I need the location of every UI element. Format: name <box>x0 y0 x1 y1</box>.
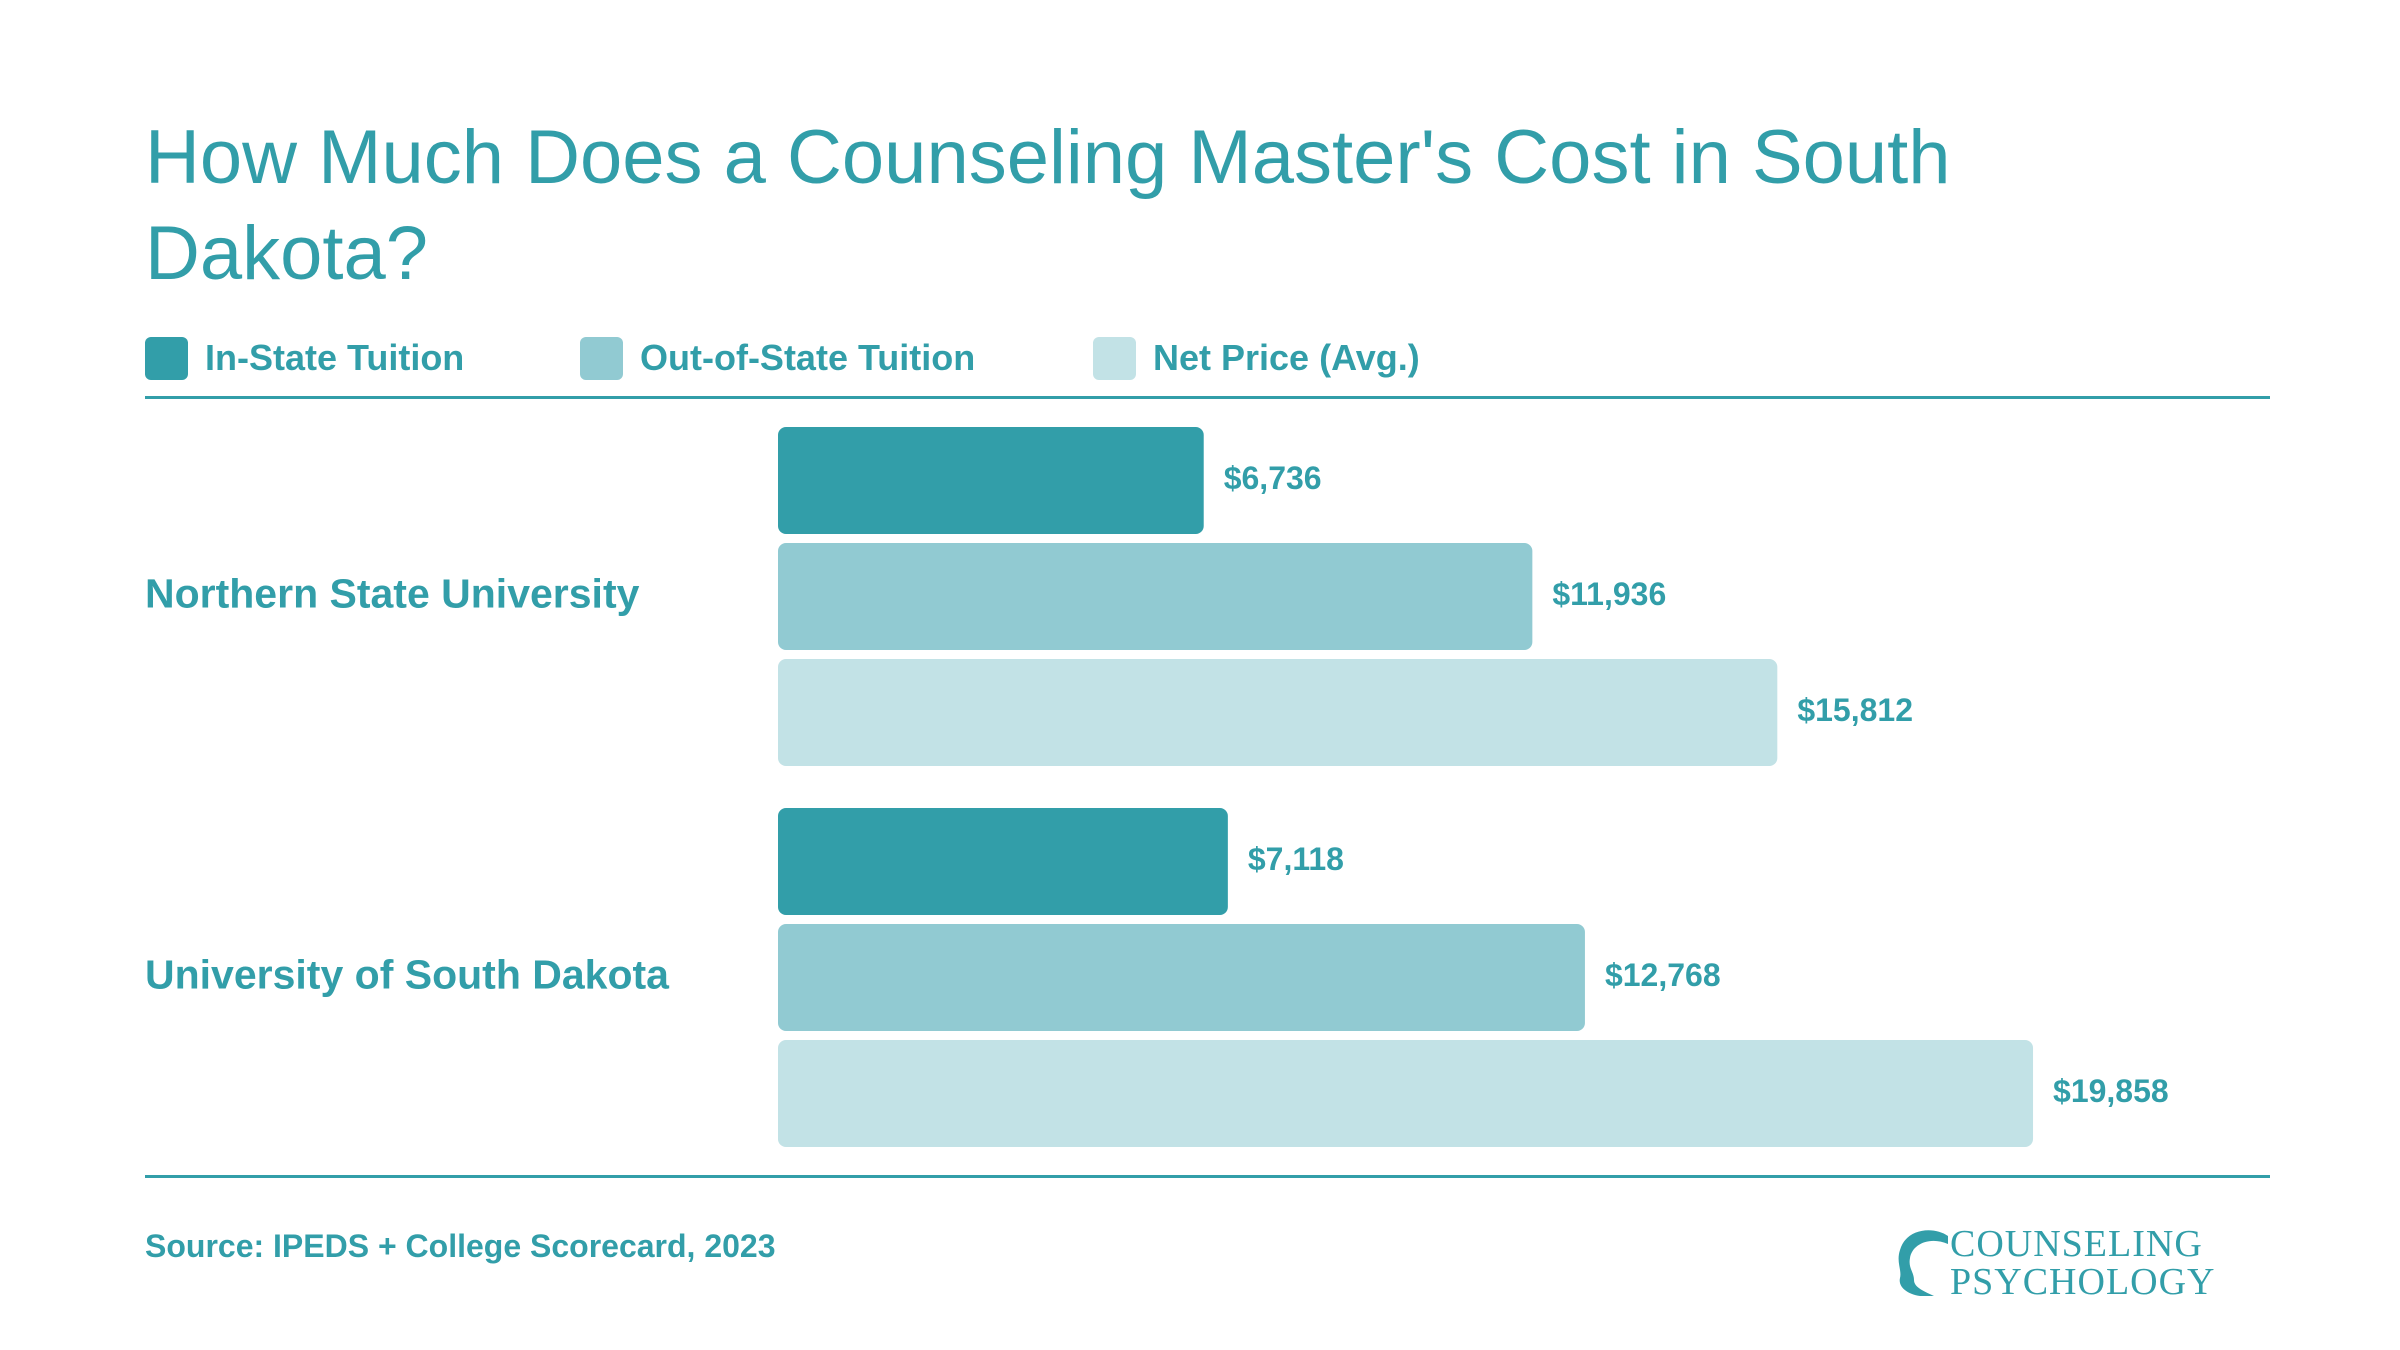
legend-item-net-price: Net Price (Avg.) <box>1093 336 1420 380</box>
category-label-university-of-south-dakota: University of South Dakota <box>145 951 670 997</box>
value-label-net-price-avg-northern-state-university: $15,812 <box>1797 692 1913 728</box>
legend-item-in-state: In-State Tuition <box>145 336 464 380</box>
bar-net-price-avg-university-of-south-dakota <box>778 1040 2034 1147</box>
category-label-northern-state-university: Northern State University <box>145 570 640 616</box>
value-label-net-price-avg-university-of-south-dakota: $19,858 <box>2053 1073 2169 1109</box>
logo-line-1: COUNSELING <box>1950 1223 2203 1265</box>
legend-swatch-in-state <box>145 336 188 380</box>
logo-line-2: PSYCHOLOGY <box>1950 1261 2216 1303</box>
legend-label-net-price: Net Price (Avg.) <box>1153 337 1420 378</box>
value-label-in-state-tuition-northern-state-university: $6,736 <box>1224 460 1322 496</box>
legend-swatch-out-of-state <box>580 336 623 380</box>
legend-label-out-of-state: Out-of-State Tuition <box>640 337 976 378</box>
brand-logo: COUNSELING PSYCHOLOGY <box>1890 1222 2260 1302</box>
value-label-in-state-tuition-university-of-south-dakota: $7,118 <box>1248 841 1344 877</box>
bar-out-of-state-tuition-university-of-south-dakota <box>778 924 1585 1031</box>
legend-swatch-net-price <box>1093 336 1136 380</box>
legend-item-out-of-state: Out-of-State Tuition <box>580 336 975 380</box>
chart-title: How Much Does a Counseling Master's Cost… <box>145 115 1951 296</box>
value-label-out-of-state-tuition-northern-state-university: $11,936 <box>1552 576 1666 612</box>
bar-chart: Northern State University $6,736 $11,936 $1… <box>145 427 2169 1147</box>
bar-net-price-avg-northern-state-university <box>778 659 1778 766</box>
top-divider <box>145 396 2270 399</box>
bar-in-state-tuition-northern-state-university <box>778 427 1204 534</box>
source-note: Source: IPEDS + College Scorecard, 2023 <box>145 1228 776 1264</box>
bar-out-of-state-tuition-northern-state-university <box>778 543 1533 650</box>
value-label-out-of-state-tuition-university-of-south-dakota: $12,768 <box>1605 957 1721 993</box>
head-profile-icon <box>1898 1230 1948 1296</box>
legend-label-in-state: In-State Tuition <box>205 337 465 378</box>
bar-in-state-tuition-university-of-south-dakota <box>778 808 1228 915</box>
bottom-divider <box>145 1175 2270 1178</box>
